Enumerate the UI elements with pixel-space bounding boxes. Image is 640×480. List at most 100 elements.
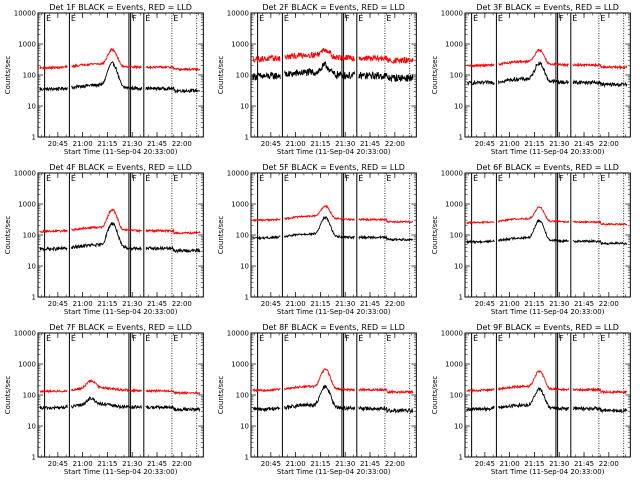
x-tick-label: 21:15	[524, 460, 544, 468]
marker-label: E	[600, 14, 605, 23]
y-tick-label: 100	[449, 72, 462, 80]
marker-label: E	[145, 14, 150, 23]
x-axis-label: Start Time (11-Sep-04 20:33:00)	[64, 148, 178, 156]
marker-label: E	[284, 14, 289, 23]
marker-label: F	[345, 174, 350, 183]
chart-title: Det 2F BLACK = Events, RED = LLD	[263, 3, 406, 12]
y-tick-label: 10000	[440, 330, 462, 338]
marker-label: E	[173, 14, 178, 23]
x-axis-label: Start Time (11-Sep-04 20:33:00)	[277, 308, 391, 316]
plot-frame	[250, 172, 418, 298]
y-tick-label: 100	[236, 232, 249, 240]
x-tick-label: 21:45	[574, 460, 594, 468]
marker-label: E	[387, 174, 392, 183]
y-tick-label: 1000	[445, 41, 463, 49]
x-tick-label: 22:00	[598, 300, 618, 308]
marker-label: F	[345, 334, 350, 343]
panel-det-6: Det 6F BLACK = Events, RED = LLD 1 10 100 10…	[431, 163, 631, 316]
marker-label: E	[498, 334, 503, 343]
marker-label: E	[387, 14, 392, 23]
marker-label: E	[359, 334, 364, 343]
series-events	[39, 396, 201, 413]
x-tick-label: 22:00	[385, 300, 405, 308]
y-axis-label: Counts/sec	[217, 216, 225, 255]
marker-label: E	[145, 174, 150, 183]
plot-frame	[37, 332, 204, 458]
x-tick-label: 21:30	[335, 460, 355, 468]
y-tick-label: 1	[245, 293, 249, 301]
marker-label: E	[498, 14, 503, 23]
plot-frame	[464, 12, 631, 138]
x-tick-label: 21:15	[97, 140, 117, 148]
marker-label: E	[46, 174, 51, 183]
series-lld	[252, 368, 414, 395]
marker-label: E	[600, 334, 605, 343]
marker-label: F	[559, 174, 564, 183]
y-tick-label: 1000	[232, 361, 250, 369]
x-tick-label: 21:00	[286, 460, 306, 468]
marker-label: E	[473, 174, 478, 183]
x-axis-label: Start Time (11-Sep-04 20:33:00)	[277, 148, 391, 156]
x-tick-label: 21:30	[549, 140, 569, 148]
y-axis-label: Counts/sec	[431, 216, 439, 255]
y-tick-label: 100	[23, 232, 36, 240]
x-tick-label: 22:00	[598, 140, 618, 148]
y-tick-label: 1	[458, 453, 462, 461]
marker-label: E	[387, 334, 392, 343]
chart-title: Det 1F BLACK = Events, RED = LLD	[49, 3, 192, 12]
panel-det-1: Det 1F BLACK = Events, RED = LLD 1 10 100 10…	[4, 3, 204, 156]
marker-label: E	[284, 174, 289, 183]
y-tick-label: 1000	[445, 361, 463, 369]
chart-title: Det 4F BLACK = Events, RED = LLD	[49, 163, 192, 172]
marker-label: F	[132, 14, 137, 23]
series-events	[252, 215, 414, 242]
x-tick-label: 21:30	[335, 140, 355, 148]
x-tick-label: 22:00	[172, 300, 192, 308]
x-tick-label: 21:45	[147, 140, 167, 148]
x-tick-label: 21:45	[360, 300, 380, 308]
marker-label: E	[173, 174, 178, 183]
marker-label: E	[259, 14, 264, 23]
y-tick-label: 10000	[227, 330, 249, 338]
x-tick-label: 22:00	[385, 460, 405, 468]
x-tick-label: 20:45	[261, 140, 281, 148]
marker-label: E	[46, 14, 51, 23]
y-tick-label: 10	[240, 102, 249, 110]
x-tick-label: 21:45	[360, 460, 380, 468]
y-tick-label: 100	[449, 392, 462, 400]
x-tick-label: 21:45	[147, 460, 167, 468]
y-tick-label: 10	[27, 262, 36, 270]
x-tick-label: 21:15	[524, 140, 544, 148]
series-events	[252, 60, 414, 83]
x-tick-label: 21:00	[73, 460, 93, 468]
y-tick-label: 10000	[440, 170, 462, 178]
y-axis-label: Counts/sec	[4, 216, 12, 255]
x-axis-label: Start Time (11-Sep-04 20:33:00)	[491, 468, 605, 476]
y-axis-label: Counts/sec	[217, 56, 225, 95]
y-tick-label: 1	[32, 293, 36, 301]
x-tick-label: 21:45	[360, 140, 380, 148]
marker-label: F	[559, 14, 564, 23]
x-axis-label: Start Time (11-Sep-04 20:33:00)	[64, 468, 178, 476]
y-tick-label: 100	[236, 392, 249, 400]
x-tick-label: 21:30	[122, 460, 142, 468]
series-lld	[39, 47, 201, 72]
y-tick-label: 10	[454, 262, 463, 270]
x-tick-label: 21:15	[311, 300, 331, 308]
series-lld	[39, 208, 201, 235]
y-tick-label: 10000	[227, 170, 249, 178]
panel-det-2: Det 2F BLACK = Events, RED = LLD 1 10 100 10…	[217, 3, 418, 156]
y-tick-label: 10000	[14, 10, 36, 18]
series-events	[465, 219, 628, 246]
series-lld	[466, 48, 627, 70]
y-tick-label: 100	[23, 392, 36, 400]
x-tick-label: 21:00	[286, 300, 306, 308]
panel-det-9: Det 9F BLACK = Events, RED = LLD 1 10 100 10…	[431, 323, 631, 476]
y-tick-label: 1000	[445, 201, 463, 209]
y-tick-label: 1000	[18, 201, 36, 209]
x-tick-label: 21:00	[286, 140, 306, 148]
marker-label: E	[359, 174, 364, 183]
y-axis-label: Counts/sec	[4, 376, 12, 415]
y-tick-label: 1	[458, 293, 462, 301]
y-tick-label: 1	[458, 133, 462, 141]
